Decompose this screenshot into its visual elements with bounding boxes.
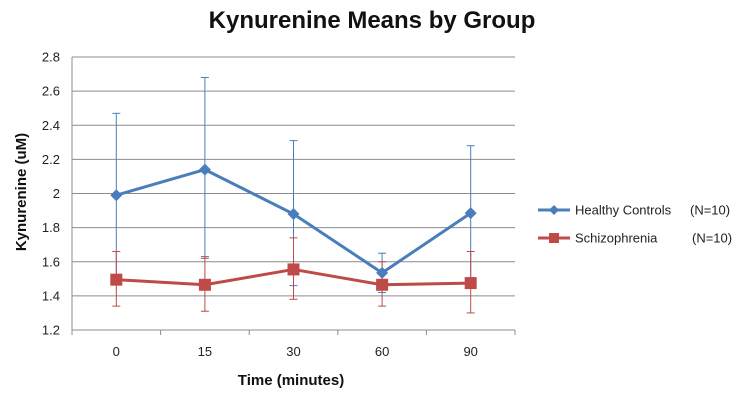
- schizophrenia-point: [376, 278, 389, 291]
- y-tick-labels: 1.2 1.4 1.6 1.8 2 2.2 2.4 2.6 2.8: [42, 50, 60, 338]
- y-tick-label: 1.2: [42, 323, 60, 338]
- y-tick-label: 1.4: [42, 288, 60, 303]
- healthy-controls-point: [110, 189, 123, 202]
- x-tick-label: 0: [113, 344, 120, 359]
- legend-marker: [549, 205, 559, 215]
- schizophrenia-point: [287, 263, 300, 276]
- legend-item-schizophrenia: Schizophrenia (N=10): [538, 231, 732, 246]
- x-tick-label: 90: [463, 344, 477, 359]
- y-tick-label: 1.8: [42, 220, 60, 235]
- y-tick-label: 2.2: [42, 152, 60, 167]
- healthy-controls-point: [198, 163, 211, 176]
- x-axis-title: Time (minutes): [238, 372, 344, 389]
- legend-label: Schizophrenia: [575, 231, 658, 246]
- legend-n-label: (N=10): [690, 203, 730, 218]
- y-tick-label: 2.8: [42, 50, 60, 65]
- healthy-controls-point: [376, 266, 389, 279]
- chart-title: Kynurenine Means by Group: [209, 7, 536, 34]
- healthy-controls-point: [464, 207, 477, 220]
- y-tick-label: 2.4: [42, 118, 60, 133]
- axes: [71, 57, 516, 335]
- x-tick-label: 60: [375, 344, 389, 359]
- healthy-controls-point: [287, 207, 300, 220]
- y-axis-title: Kynurenine (uM): [13, 133, 30, 251]
- schizophrenia-point: [198, 278, 211, 291]
- y-tick-label: 1.6: [42, 254, 60, 269]
- x-tick-labels: 0 15 30 60 90: [113, 344, 478, 359]
- error-bars: [112, 76, 475, 314]
- schizophrenia-point: [110, 273, 123, 286]
- legend: Healthy Controls (N=10) Schizophrenia (N=10…: [538, 203, 732, 246]
- legend-n-label: (N=10): [692, 231, 732, 246]
- legend-marker: [549, 233, 559, 243]
- legend-item-healthy-controls: Healthy Controls (N=10): [538, 203, 730, 218]
- x-tick-label: 15: [198, 344, 212, 359]
- x-tick-label: 30: [286, 344, 300, 359]
- data-points: [110, 163, 477, 291]
- schizophrenia-point: [464, 277, 477, 290]
- y-tick-label: 2.6: [42, 84, 60, 99]
- y-tick-label: 2: [53, 186, 60, 201]
- legend-label: Healthy Controls: [575, 203, 672, 218]
